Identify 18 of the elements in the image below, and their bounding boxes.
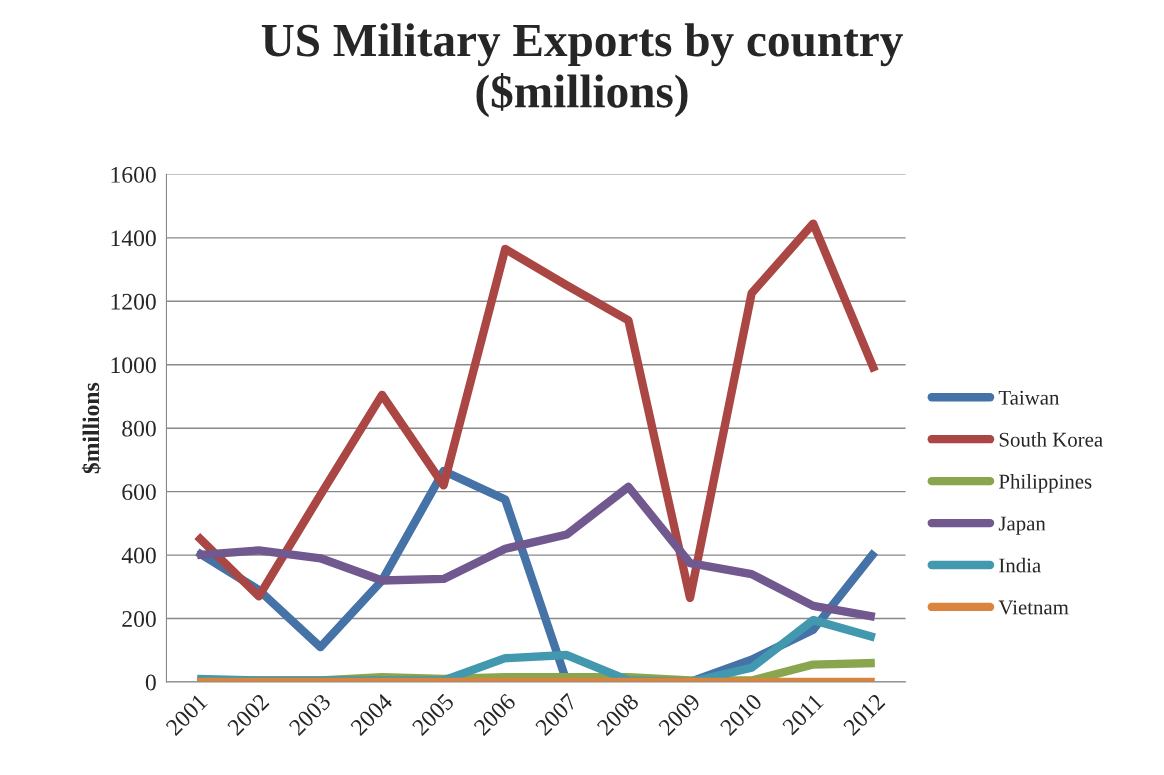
y-tick-label: 1600 — [111, 166, 156, 183]
y-tick-label: 800 — [122, 420, 156, 437]
legend-label: Philippines — [999, 473, 1092, 493]
chart-title: US Military Exports by country ($millions) — [261, 23, 903, 118]
y-tick-label: 400 — [121, 547, 156, 564]
legend-label: Japan — [998, 516, 1046, 535]
x-tick-label: 2011 — [781, 693, 824, 736]
y-tick-label: 1000 — [111, 357, 156, 374]
y-tick-label: 200 — [122, 611, 156, 627]
legend-label: South Korea — [999, 432, 1103, 447]
y-axis-title: $millions — [81, 382, 101, 474]
y-tick-label: 1200 — [111, 293, 156, 310]
legend-label: Vietnam — [998, 600, 1069, 615]
legend-label: Taiwan — [998, 390, 1060, 405]
y-tick-label: 1400 — [111, 230, 156, 247]
legend-label: India — [999, 557, 1041, 573]
y-tick-label: 0 — [145, 674, 156, 691]
y-tick-label: 600 — [122, 484, 156, 501]
